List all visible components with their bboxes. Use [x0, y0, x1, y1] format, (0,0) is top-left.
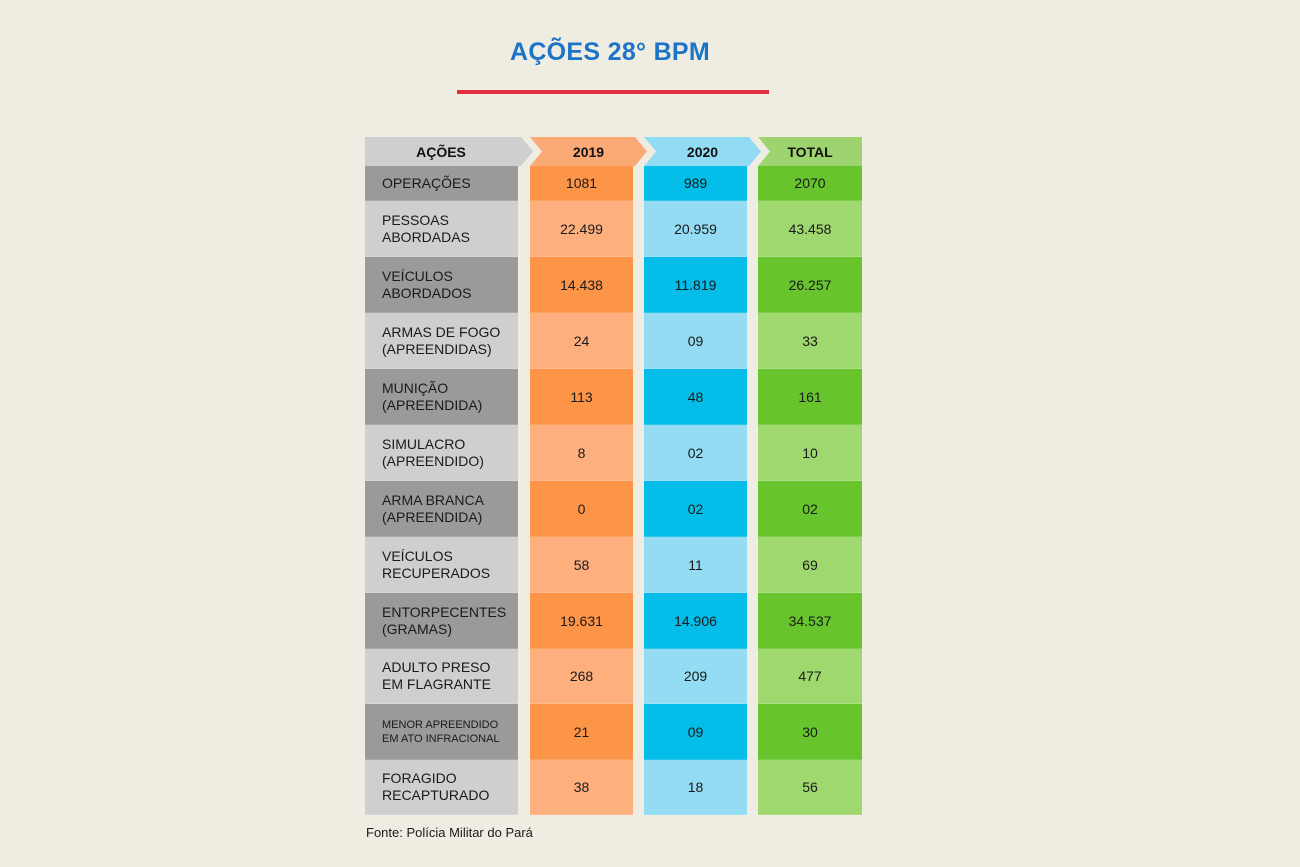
value-total: 69 — [758, 537, 862, 593]
value-2020: 989 — [644, 166, 747, 201]
value-total: 26.257 — [758, 257, 862, 313]
value-2020: 20.959 — [644, 201, 747, 257]
value-2020: 09 — [644, 704, 747, 760]
page-title: AÇÕES 28° BPM — [509, 38, 711, 66]
value-2020: 18 — [644, 760, 747, 815]
value-total: 2070 — [758, 166, 862, 201]
value-total: 43.458 — [758, 201, 862, 257]
value-2020: 48 — [644, 369, 747, 425]
value-2020: 14.906 — [644, 593, 747, 649]
value-2020: 02 — [644, 481, 747, 537]
value-2020: 209 — [644, 649, 747, 704]
value-2019: 38 — [530, 760, 633, 815]
value-total: 34.537 — [758, 593, 862, 649]
value-2019: 113 — [530, 369, 633, 425]
value-2019: 8 — [530, 425, 633, 481]
row-label: ADULTO PRESO EM FLAGRANTE — [365, 649, 518, 704]
value-2020: 09 — [644, 313, 747, 369]
row-label: MENOR APREENDIDO EM ATO INFRACIONAL — [365, 704, 518, 760]
column-header-total: TOTAL — [758, 137, 862, 166]
row-label: OPERAÇÕES — [365, 166, 518, 201]
column-header-2020: 2020 — [644, 137, 761, 166]
row-label: VEÍCULOS RECUPERADOS — [365, 537, 518, 593]
row-label: FORAGIDO RECAPTURADO — [365, 760, 518, 815]
value-total: 02 — [758, 481, 862, 537]
value-2019: 21 — [530, 704, 633, 760]
value-2019: 14.438 — [530, 257, 633, 313]
source-note: Fonte: Polícia Militar do Pará — [366, 825, 533, 840]
row-label: SIMULACRO (APREENDIDO) — [365, 425, 518, 481]
value-2019: 1081 — [530, 166, 633, 201]
row-label: PESSOAS ABORDADAS — [365, 201, 518, 257]
value-total: 33 — [758, 313, 862, 369]
value-2019: 19.631 — [530, 593, 633, 649]
value-2019: 58 — [530, 537, 633, 593]
value-total: 477 — [758, 649, 862, 704]
value-2020: 11 — [644, 537, 747, 593]
row-label: ARMAS DE FOGO (APREENDIDAS) — [365, 313, 518, 369]
value-total: 161 — [758, 369, 862, 425]
value-2020: 11.819 — [644, 257, 747, 313]
column-header-2019: 2019 — [530, 137, 647, 166]
row-label: VEÍCULOS ABORDADOS — [365, 257, 518, 313]
value-2019: 22.499 — [530, 201, 633, 257]
value-2019: 0 — [530, 481, 633, 537]
value-total: 10 — [758, 425, 862, 481]
value-total: 30 — [758, 704, 862, 760]
title-underline — [457, 90, 769, 94]
row-label: MUNIÇÃO (APREENDIDA) — [365, 369, 518, 425]
value-2019: 24 — [530, 313, 633, 369]
value-total: 56 — [758, 760, 862, 815]
row-label: ENTORPECENTES (GRAMAS) — [365, 593, 518, 649]
value-2020: 02 — [644, 425, 747, 481]
row-label: ARMA BRANCA (APREENDIDA) — [365, 481, 518, 537]
value-2019: 268 — [530, 649, 633, 704]
column-header-acoes: AÇÕES — [365, 137, 533, 166]
